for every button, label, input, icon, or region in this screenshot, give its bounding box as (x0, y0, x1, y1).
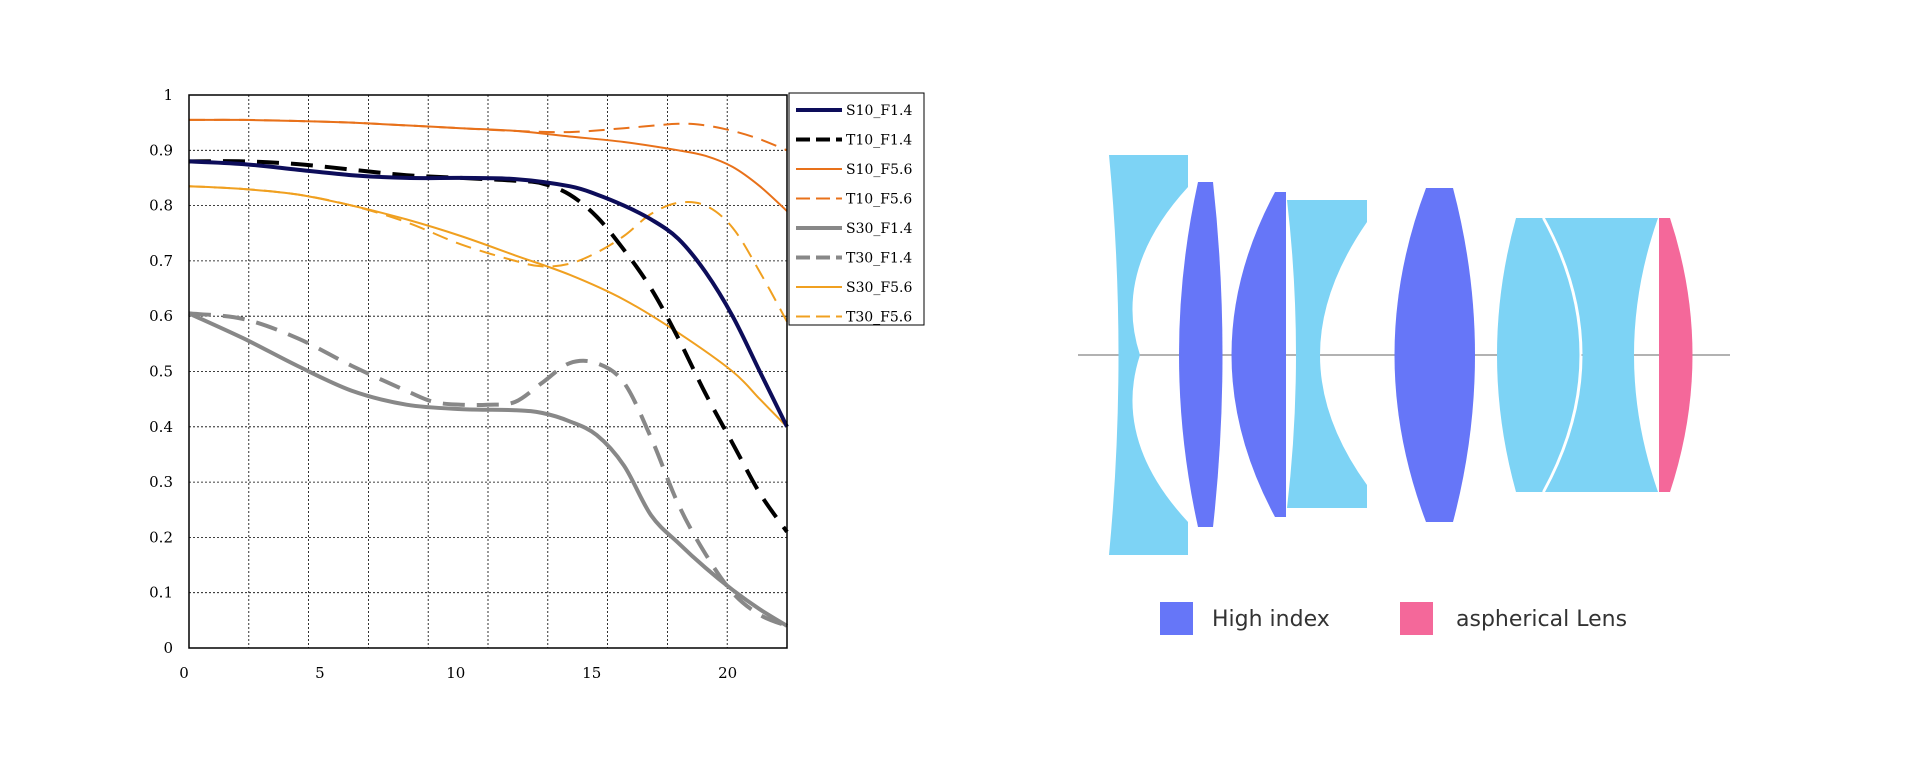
y-tick-label: 0.4 (149, 418, 173, 436)
high-index-label: High index (1212, 607, 1330, 632)
y-tick-label: 0 (163, 639, 173, 657)
lens-element-5-high-index (1394, 188, 1475, 522)
y-tick-labels: 0 0.1 0.2 0.3 0.4 0.5 0.6 0.7 0.8 0.9 1 (149, 86, 173, 657)
series-line-T10_F5-6 (188, 118, 788, 152)
series-line-T30_F1-4 (188, 311, 788, 628)
x-tick-label: 20 (718, 664, 737, 682)
lens-element-4-concave (1287, 200, 1367, 508)
y-tick-label: 1 (163, 86, 173, 104)
y-tick-label: 0.7 (149, 252, 173, 270)
lens-element-6-convex (1497, 218, 1581, 492)
y-tick-label: 0.8 (149, 197, 173, 215)
y-tick-label: 0.2 (149, 528, 173, 546)
aspherical-label: aspherical Lens (1456, 607, 1627, 632)
series-line-T10_F1-4 (188, 159, 789, 534)
high-index-swatch (1160, 602, 1193, 635)
x-tick-label: 10 (446, 664, 465, 682)
legend-label: T10_F5.6 (846, 192, 912, 208)
chart-legend: S10_F1.4 T10_F1.4 S10_F5.6 T10_F5.6 S30_F1.4… (788, 92, 925, 326)
series-lines (188, 118, 789, 628)
chart-grid (189, 95, 787, 648)
y-tick-label: 0.3 (149, 473, 173, 491)
aspherical-swatch (1400, 602, 1433, 635)
x-tick-label: 5 (315, 664, 325, 682)
series-line-T30_F5-6 (188, 185, 788, 323)
legend-label: S30_F1.4 (846, 221, 912, 237)
y-tick-label: 0.9 (149, 141, 173, 159)
legend-label: T30_F1.4 (846, 251, 912, 267)
legend-label: S10_F1.4 (846, 103, 912, 119)
y-tick-label: 0.5 (149, 363, 173, 381)
x-tick-labels: 0 5 10 15 20 (179, 664, 737, 682)
mtf-chart: 0 5 10 15 20 0 0.1 0.2 0.3 0.4 0.5 0.6 0.7 0.8 0.9 1 S… (149, 86, 925, 682)
y-tick-label: 0.1 (149, 584, 173, 602)
lens-element-2-high-index (1179, 182, 1223, 527)
lens-element-7-cemented-interface (1542, 217, 1582, 493)
legend-label: T30_F5.6 (846, 310, 912, 326)
lens-element-3-high-index (1231, 192, 1286, 517)
x-tick-label: 0 (179, 664, 189, 682)
legend-label: S30_F5.6 (846, 280, 912, 296)
lens-legend: High index aspherical Lens (1160, 602, 1627, 635)
lens-element-1-concave (1109, 155, 1188, 555)
series-line-S30_F1-4 (188, 311, 789, 628)
legend-label: T10_F1.4 (846, 133, 912, 149)
legend-label: S10_F5.6 (846, 162, 912, 178)
plot-frame (188, 94, 788, 649)
y-tick-label: 0.6 (149, 307, 173, 325)
lens-element-8-aspherical (1659, 218, 1693, 492)
lens-element-7-concave (1545, 218, 1658, 492)
series-line-S10_F1-4 (188, 159, 789, 428)
x-tick-label: 15 (582, 664, 601, 682)
